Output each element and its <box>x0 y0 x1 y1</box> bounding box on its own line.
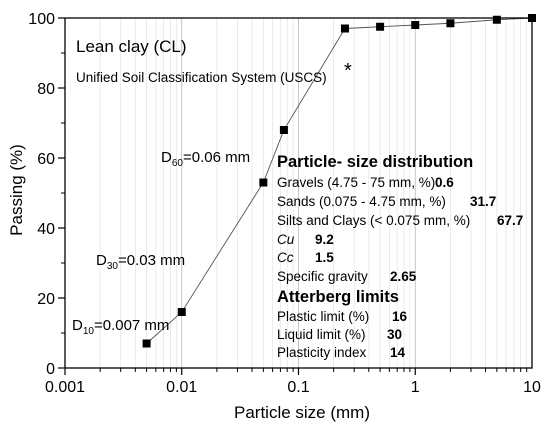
y-tick-label: 80 <box>37 81 55 98</box>
d30-label: D30=0.03 mm <box>96 252 185 272</box>
data-point <box>340 24 349 33</box>
data-point <box>259 178 268 187</box>
data-point <box>492 15 501 24</box>
ll-label: Liquid limit (%) <box>277 327 366 342</box>
x-tick-labels: 0.001 0.01 0.1 1 10 <box>45 379 541 396</box>
asterisk-mark: * <box>344 60 352 82</box>
data-point <box>142 339 151 348</box>
y-tick-labels: 0 20 40 60 80 100 <box>28 11 55 378</box>
series-line <box>146 17 533 344</box>
x-tick-label: 10 <box>523 379 541 396</box>
chart-title: Lean clay (CL) <box>76 37 187 56</box>
pi-value: 14 <box>390 345 406 360</box>
silts-label: Silts and Clays (< 0.075 mm, %) <box>277 213 470 228</box>
x-tick-label: 0.1 <box>287 379 309 396</box>
y-tick-label: 60 <box>37 151 55 168</box>
x-axis-title: Particle size (mm) <box>234 403 370 422</box>
pl-value: 16 <box>392 309 408 324</box>
y-tick-label: 20 <box>37 291 55 308</box>
data-point <box>376 22 385 31</box>
pi-label: Plasticity index <box>277 345 367 360</box>
pl-label: Plastic limit (%) <box>277 309 369 324</box>
sg-value: 2.65 <box>390 269 417 284</box>
sands-value: 31.7 <box>470 194 496 209</box>
axis-ticks <box>58 17 528 375</box>
d60-label: D60=0.06 mm <box>161 149 250 169</box>
d10-label: D10=0.007 mm <box>72 317 169 337</box>
y-tick-label: 40 <box>37 221 55 238</box>
data-point <box>446 19 455 28</box>
cu-value: 9.2 <box>315 232 334 247</box>
x-tick-label: 1 <box>411 379 420 396</box>
data-point <box>177 308 186 316</box>
data-point <box>279 126 288 134</box>
x-tick-label: 0.01 <box>166 379 197 396</box>
psd-heading: Particle- size distribution <box>277 153 473 171</box>
gravels-value: 0.6 <box>435 175 454 190</box>
y-tick-label: 100 <box>28 11 55 28</box>
sg-label: Specific gravity <box>277 269 368 284</box>
cu-label: Cu <box>277 232 295 247</box>
silts-value: 67.7 <box>497 213 523 228</box>
y-tick-label: 0 <box>46 361 55 378</box>
grid-lines <box>99 18 528 368</box>
atterberg-heading: Atterberg limits <box>277 288 399 306</box>
ll-value: 30 <box>387 327 402 342</box>
sands-label: Sands (0.075 - 4.75 mm, %) <box>277 194 446 209</box>
chart-subtitle: Unified Soil Classification System (USCS… <box>76 70 327 85</box>
properties-panel: Particle- size distribution Gravels (4.7… <box>277 153 523 360</box>
cc-label: Cc <box>277 250 294 265</box>
cc-value: 1.5 <box>315 250 334 265</box>
y-axis-title: Passing (%) <box>7 144 26 236</box>
data-point <box>411 21 420 29</box>
gravels-label: Gravels (4.75 - 75 mm, %) <box>277 175 435 190</box>
x-tick-label: 0.001 <box>45 379 85 396</box>
